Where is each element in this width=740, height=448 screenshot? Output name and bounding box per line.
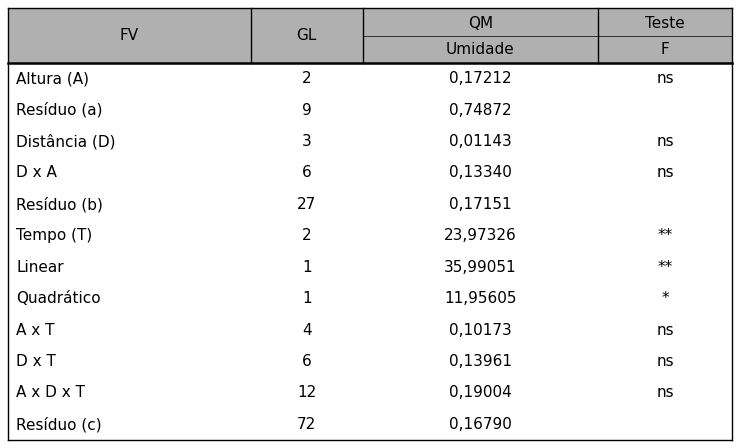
Bar [8, 126, 732, 157]
Text: Resíduo (b): Resíduo (b) [16, 197, 103, 212]
Text: ns: ns [656, 323, 674, 337]
Text: 3: 3 [302, 134, 312, 149]
Text: Resíduo (a): Resíduo (a) [16, 103, 103, 118]
Text: 9: 9 [302, 103, 312, 118]
Text: 2: 2 [302, 71, 312, 86]
Text: ns: ns [656, 385, 674, 401]
Text: 0,19004: 0,19004 [449, 385, 512, 401]
Text: Teste: Teste [645, 16, 685, 31]
Text: D x A: D x A [16, 165, 57, 181]
Bar [8, 157, 732, 189]
Text: Linear: Linear [16, 260, 64, 275]
Bar [8, 251, 732, 283]
Text: 12: 12 [297, 385, 316, 401]
Text: 23,97326: 23,97326 [444, 228, 517, 243]
Text: 4: 4 [302, 323, 312, 337]
Text: Quadrático: Quadrático [16, 291, 101, 306]
Text: Altura (A): Altura (A) [16, 71, 89, 86]
Text: **: ** [657, 228, 673, 243]
Text: 35,99051: 35,99051 [444, 260, 517, 275]
Bar [8, 314, 732, 346]
Text: 72: 72 [297, 417, 316, 432]
Text: D x T: D x T [16, 354, 56, 369]
Text: F: F [661, 42, 670, 57]
Text: 1: 1 [302, 291, 312, 306]
Text: FV: FV [120, 28, 139, 43]
Text: GL: GL [297, 28, 317, 43]
Text: 0,16790: 0,16790 [449, 417, 512, 432]
Text: A x T: A x T [16, 323, 55, 337]
Text: 2: 2 [302, 228, 312, 243]
Text: 6: 6 [302, 165, 312, 181]
Text: ns: ns [656, 134, 674, 149]
Text: Tempo (T): Tempo (T) [16, 228, 93, 243]
Text: 11,95605: 11,95605 [444, 291, 517, 306]
Text: 0,13961: 0,13961 [449, 354, 512, 369]
Text: 0,17151: 0,17151 [449, 197, 512, 212]
Text: *: * [662, 291, 669, 306]
Bar [8, 346, 732, 377]
Text: 0,17212: 0,17212 [449, 71, 512, 86]
Text: 1: 1 [302, 260, 312, 275]
Text: Umidade: Umidade [446, 42, 515, 57]
Text: ns: ns [656, 71, 674, 86]
Bar [8, 95, 732, 126]
Text: 0,74872: 0,74872 [449, 103, 512, 118]
Text: 6: 6 [302, 354, 312, 369]
Text: **: ** [657, 260, 673, 275]
Text: 0,13340: 0,13340 [449, 165, 512, 181]
Bar [8, 409, 732, 440]
Bar [8, 283, 732, 314]
Text: ns: ns [656, 165, 674, 181]
Bar [8, 8, 732, 63]
Text: Distância (D): Distância (D) [16, 134, 115, 149]
Text: ns: ns [656, 354, 674, 369]
Bar [8, 189, 732, 220]
Text: A x D x T: A x D x T [16, 385, 85, 401]
Text: Resíduo (c): Resíduo (c) [16, 417, 101, 432]
Bar [8, 377, 732, 409]
Bar [8, 220, 732, 251]
Text: 0,10173: 0,10173 [449, 323, 512, 337]
Text: 0,01143: 0,01143 [449, 134, 512, 149]
Text: QM: QM [468, 16, 493, 31]
Bar [8, 63, 732, 95]
Text: 27: 27 [297, 197, 316, 212]
